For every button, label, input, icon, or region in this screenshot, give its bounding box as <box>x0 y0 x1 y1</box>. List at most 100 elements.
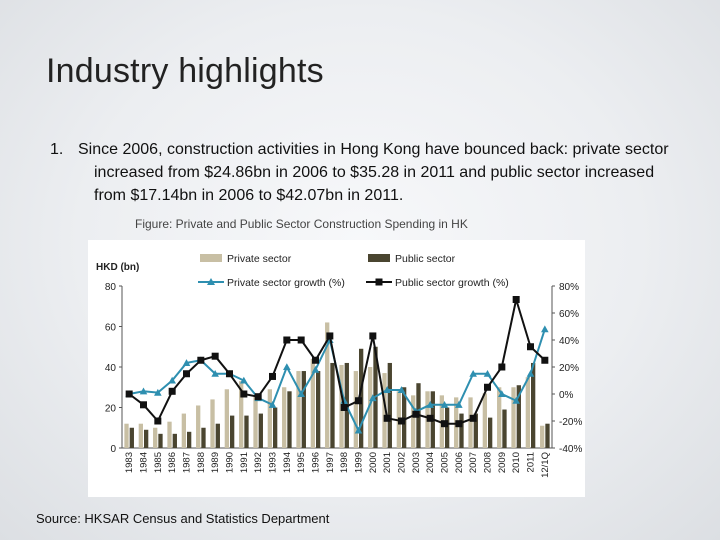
public-growth-point <box>140 401 147 409</box>
private-growth-point <box>369 394 377 402</box>
private-growth-point <box>512 396 520 404</box>
x-tick-label: 12/1Q <box>540 452 551 478</box>
y2-tick-label: 80% <box>559 282 579 293</box>
x-tick-label: 2000 <box>368 452 379 473</box>
private-sector-bar <box>382 373 387 448</box>
public-sector-bar <box>158 433 163 448</box>
public-sector-bar <box>172 433 177 448</box>
public-sector-bar <box>230 415 235 448</box>
private-sector-bar <box>310 358 315 448</box>
private-growth-point <box>440 401 449 408</box>
public-growth-point <box>297 336 305 344</box>
private-growth-line <box>128 328 546 433</box>
private-growth-point <box>283 363 291 371</box>
x-tick-label: 2008 <box>483 452 494 473</box>
public-growth-point <box>383 414 391 422</box>
x-tick-label: 2006 <box>454 452 465 473</box>
x-tick-label: 1998 <box>339 452 350 473</box>
private-sector-bar <box>153 427 158 448</box>
legend-private-bar-swatch <box>200 254 222 262</box>
legend-public-growth-label: Public sector growth (%) <box>395 277 509 289</box>
public-growth-point <box>326 332 334 340</box>
public-sector-bar <box>330 362 335 448</box>
bullet-number: 1. <box>50 141 64 158</box>
x-tick-label: 1992 <box>253 452 264 473</box>
figure-caption: Figure: Private and Public Sector Constr… <box>135 217 468 231</box>
legend-public-bar-swatch <box>368 254 390 262</box>
x-tick-label: 1989 <box>210 452 221 473</box>
private-growth-point <box>526 369 535 377</box>
public-sector-bar <box>187 431 192 448</box>
legend-private-bar-label: Private sector <box>227 253 292 265</box>
public-sector-bar <box>316 371 321 448</box>
public-growth-point <box>226 370 233 378</box>
source-note: Source: HKSAR Census and Statistics Depa… <box>36 511 330 526</box>
x-tick-label: 1984 <box>139 452 150 473</box>
x-tick-label: 2007 <box>468 452 479 473</box>
public-growth-point <box>254 393 262 401</box>
public-sector-bar <box>488 417 493 448</box>
public-sector-bar <box>502 409 507 448</box>
y-tick-label: 80 <box>105 282 117 293</box>
y2-tick-label: -40% <box>559 444 582 455</box>
x-tick-label: 1999 <box>354 452 365 473</box>
public-sector-bar <box>244 415 249 448</box>
public-growth-point <box>211 352 219 360</box>
x-tick-label: 2002 <box>397 452 408 473</box>
y-tick-label: 20 <box>105 404 117 415</box>
private-growth-point <box>268 401 277 408</box>
public-sector-bar <box>201 427 206 448</box>
public-growth-point <box>125 390 133 398</box>
private-growth-point <box>240 376 248 384</box>
public-sector-bar <box>459 413 464 448</box>
x-tick-label: 1987 <box>182 452 193 473</box>
private-growth-point <box>498 390 506 398</box>
private-growth-point <box>297 390 305 398</box>
public-growth-point <box>412 410 420 418</box>
private-growth-point <box>168 376 176 384</box>
public-sector-bar <box>531 362 536 448</box>
x-tick-label: 1991 <box>239 452 250 473</box>
private-sector-bar <box>368 367 373 448</box>
public-growth-point <box>455 420 463 428</box>
private-growth-point <box>311 365 320 373</box>
x-tick-label: 1988 <box>196 452 207 473</box>
public-growth-point <box>469 414 477 422</box>
private-sector-bar <box>540 425 545 448</box>
public-growth-point <box>484 383 491 391</box>
public-growth-point <box>240 390 248 398</box>
private-sector-bar <box>411 395 416 448</box>
public-sector-bar <box>445 407 450 448</box>
y-axis-label: HKD (bn) <box>96 262 139 273</box>
public-sector-bar <box>129 427 134 448</box>
private-sector-bar <box>511 387 516 448</box>
private-sector-bar <box>167 421 172 448</box>
public-sector-bar <box>144 429 149 448</box>
public-growth-point <box>541 356 549 364</box>
x-tick-label: 1994 <box>282 452 293 473</box>
bullet-point: 1. Since 2006, construction activities i… <box>50 138 670 207</box>
x-tick-label: 2005 <box>440 452 451 473</box>
public-growth-point <box>398 417 405 425</box>
legend-public-bar-label: Public sector <box>395 253 456 265</box>
public-growth-point <box>154 417 162 425</box>
public-growth-point <box>426 414 434 422</box>
y-tick-label: 0 <box>110 444 116 455</box>
slide-title: Industry highlights <box>46 52 324 90</box>
public-sector-bar <box>545 423 550 448</box>
public-growth-point <box>269 372 276 380</box>
public-sector-bar <box>287 391 292 448</box>
private-sector-bar <box>224 389 229 448</box>
private-sector-bar <box>525 377 530 448</box>
public-sector-bar <box>301 371 306 448</box>
x-tick-label: 2001 <box>382 452 393 473</box>
public-sector-bar <box>473 413 478 448</box>
private-sector-bar <box>138 423 143 448</box>
private-growth-point <box>139 387 148 395</box>
private-sector-bar <box>296 371 301 448</box>
private-growth-point <box>483 369 492 377</box>
public-growth-point <box>197 356 205 364</box>
y2-tick-label: 60% <box>559 309 579 320</box>
x-tick-label: 2009 <box>497 452 508 473</box>
x-tick-label: 2004 <box>425 452 436 473</box>
